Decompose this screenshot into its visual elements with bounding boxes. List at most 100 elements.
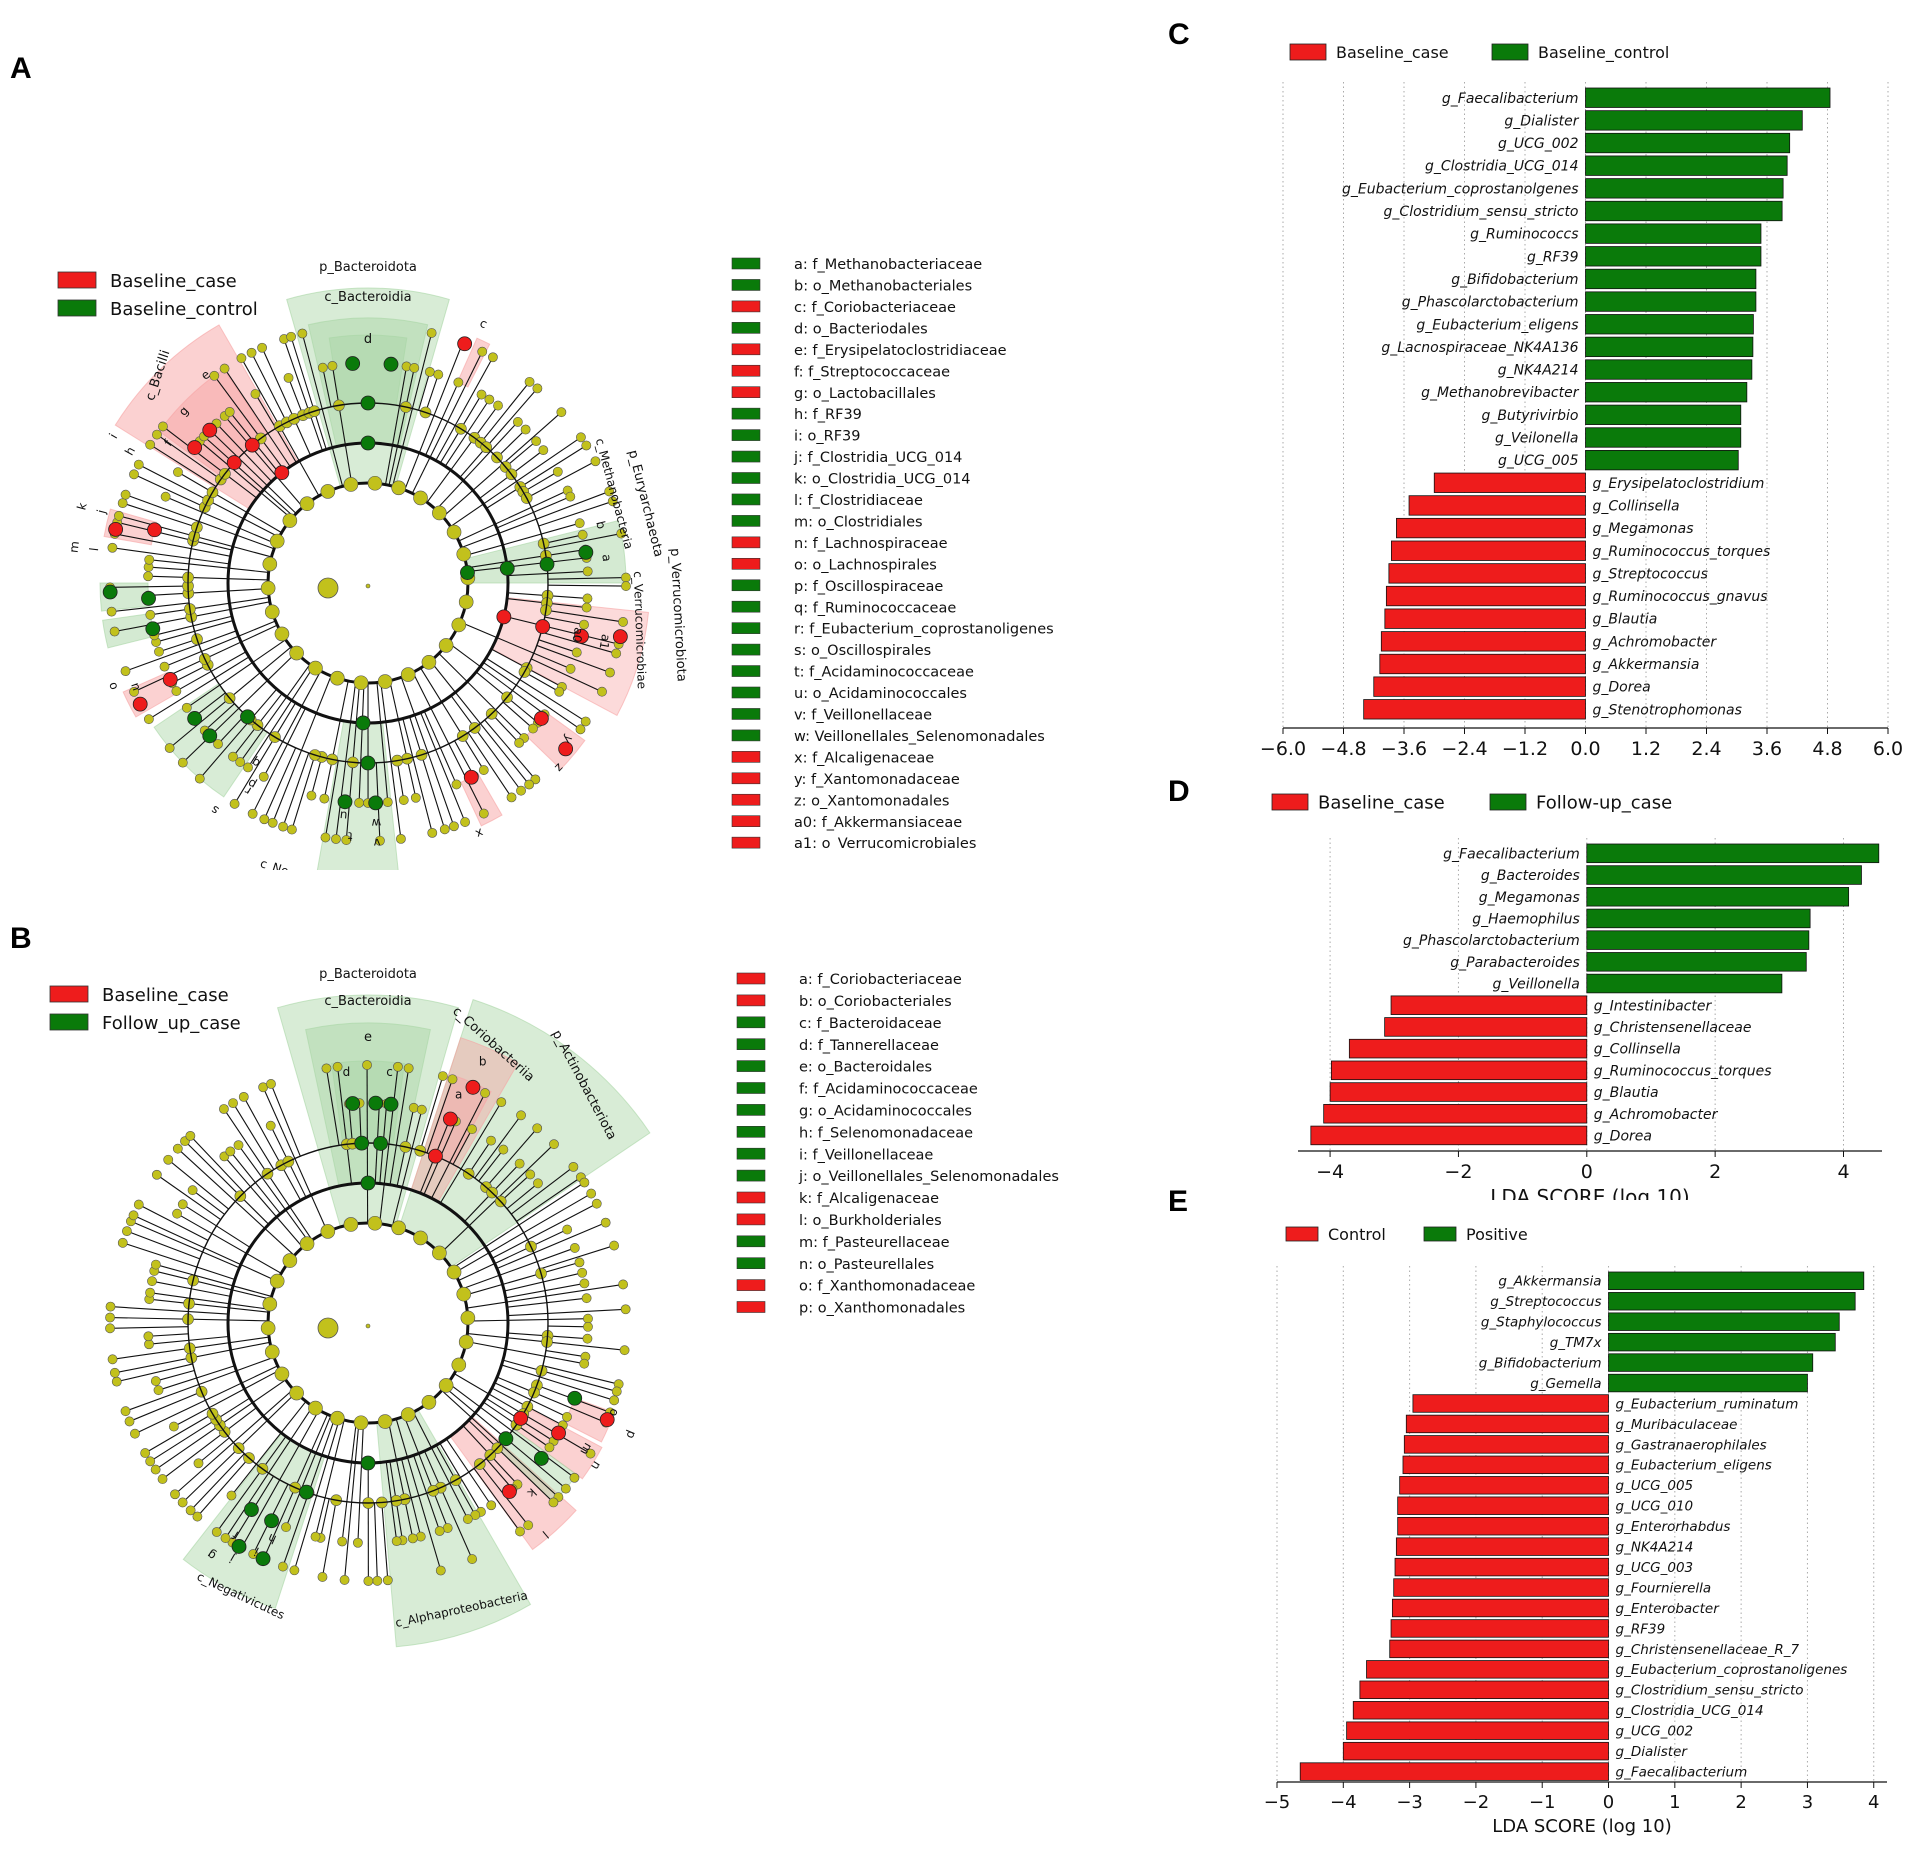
- tree-branch: [167, 1159, 229, 1210]
- biomarker-node: [443, 1111, 458, 1127]
- tree-branch: [380, 682, 402, 839]
- legend-swatch: [1289, 43, 1327, 61]
- key-swatch: [731, 386, 761, 398]
- tree-leaf: [548, 1497, 559, 1508]
- key-swatch: [731, 665, 761, 677]
- key-swatch: [731, 279, 761, 291]
- key-swatch: [731, 322, 761, 334]
- bar-label: g_Clostridia_UCG_014: [1616, 1703, 1764, 1719]
- tree-leaf: [531, 436, 542, 447]
- x-tick-label: −3: [1396, 1792, 1423, 1813]
- tree-branch: [156, 434, 222, 480]
- bar: [1359, 1680, 1609, 1699]
- tree-leaf: [621, 581, 631, 591]
- bar-label: g_Phascolarctobacterium: [1403, 933, 1580, 949]
- tree-node: [367, 475, 383, 491]
- biomarker-node: [465, 1079, 481, 1095]
- tree-branch: [451, 1182, 585, 1270]
- tree-branch: [419, 1075, 444, 1151]
- tree-branch: [133, 1214, 278, 1282]
- bar-label: g_Ruminococcus_torques: [1594, 1063, 1772, 1079]
- key-label: v: f_Veillonellaceae: [794, 708, 932, 724]
- tree-leaf: [577, 1267, 588, 1278]
- tree-node: [391, 480, 406, 496]
- clade-label: l: [540, 1528, 552, 1541]
- tree-branch: [204, 703, 235, 731]
- biomarker-node: [612, 629, 628, 645]
- bar: [1395, 1537, 1609, 1556]
- tree-branch: [174, 1388, 294, 1495]
- biomarker-node: [368, 795, 384, 811]
- bar-label: g_Eubacterium_coprostanoligenes: [1616, 1662, 1848, 1678]
- tree-branch: [177, 1148, 295, 1256]
- tree-leaf: [523, 1520, 534, 1531]
- tree-branch: [209, 429, 297, 514]
- tree-leaf: [159, 661, 170, 672]
- biomarker-node: [202, 728, 218, 744]
- tree-branch: [507, 1308, 626, 1317]
- tree-leaf: [120, 489, 131, 500]
- tree-branch: [117, 521, 233, 551]
- tree-branch: [496, 429, 527, 458]
- biomarker-node: [231, 1539, 247, 1554]
- biomarker-node: [244, 1502, 259, 1517]
- tree-node: [400, 667, 416, 682]
- tree-leaf: [130, 1428, 140, 1439]
- tree-branch: [485, 1127, 538, 1188]
- tree-branch: [184, 1140, 270, 1225]
- tree-branch: [224, 415, 304, 508]
- tree-leaf: [621, 572, 631, 583]
- key-swatch: [731, 643, 761, 656]
- tree-leaf: [177, 757, 188, 768]
- tree-leaf: [209, 370, 220, 381]
- key-swatch: [731, 364, 761, 377]
- tree-leaf: [396, 833, 406, 844]
- tree-leaf: [514, 737, 525, 748]
- bar: [1586, 973, 1783, 994]
- tree-leaf: [424, 366, 435, 377]
- tree-branch: [510, 1166, 574, 1215]
- tree-node: [456, 546, 472, 562]
- tree-branch: [203, 435, 294, 517]
- bar: [1397, 1496, 1609, 1515]
- tree-leaf: [122, 1226, 132, 1237]
- key-swatch: [731, 793, 761, 806]
- bar: [1608, 1353, 1814, 1372]
- bar-label: g_Bifidobacterium: [1479, 1355, 1602, 1371]
- tree-branch: [464, 522, 580, 557]
- tree-leaf: [552, 466, 563, 477]
- tree-leaf: [192, 1511, 203, 1522]
- bar: [1585, 449, 1739, 471]
- bar: [1346, 1721, 1609, 1740]
- biomarker-node: [360, 395, 376, 411]
- tree-leaf: [616, 528, 627, 539]
- tree-branch: [122, 502, 198, 528]
- tree-leaf: [565, 491, 576, 502]
- tree-leaf: [117, 498, 128, 509]
- tree-node: [460, 1310, 476, 1326]
- tree-leaf: [213, 739, 223, 749]
- key-label: t: f_Acidaminococcaceae: [794, 665, 974, 681]
- bar: [1366, 1660, 1609, 1679]
- key-label: g: o_Acidaminococcales: [799, 1103, 972, 1119]
- legend-swatch: [57, 299, 97, 317]
- bar-label: g_Clostridia_UCG_014: [1425, 159, 1579, 175]
- key-label: o: o_Lachnospirales: [794, 557, 937, 573]
- tree-leaf: [163, 1154, 174, 1165]
- tree-leaf: [579, 1358, 590, 1369]
- tree-branch: [420, 667, 485, 771]
- bar-label: g_Enterobacter: [1616, 1601, 1721, 1617]
- tree-node: [458, 1334, 474, 1350]
- tree-node: [299, 1236, 315, 1252]
- bar: [1385, 585, 1586, 607]
- tree-leaf: [581, 1293, 592, 1304]
- tree-branch: [261, 347, 312, 456]
- tree-node: [308, 1400, 323, 1416]
- tree-branch: [223, 1156, 304, 1248]
- tree-leaf: [512, 417, 523, 427]
- tree-branch: [468, 1140, 492, 1175]
- key-swatch: [736, 1169, 766, 1182]
- tree-leaf: [467, 1124, 477, 1135]
- tree-leaf: [247, 808, 258, 819]
- tree-leaf: [145, 609, 156, 620]
